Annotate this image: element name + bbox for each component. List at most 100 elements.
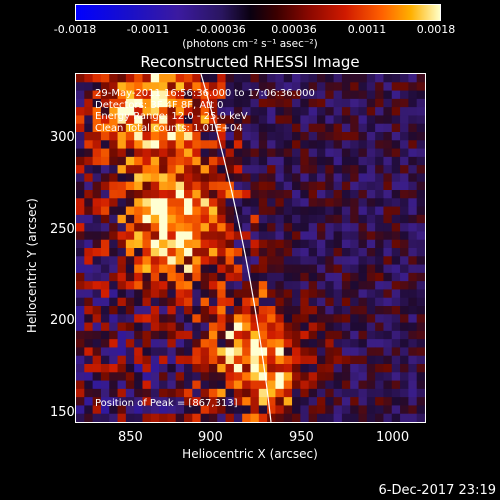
heatmap-cell — [92, 123, 102, 133]
heatmap-cell — [316, 140, 326, 150]
heatmap-cell — [117, 181, 127, 191]
heatmap-cell — [134, 190, 144, 199]
heatmap-cell — [192, 90, 202, 100]
heatmap-cell — [366, 330, 376, 340]
heatmap-cell — [84, 98, 94, 108]
heatmap-cell — [308, 181, 318, 191]
heatmap-cell — [117, 388, 127, 398]
heatmap-cell — [316, 355, 326, 365]
heatmap-cell — [283, 231, 293, 241]
heatmap-cell — [358, 165, 368, 175]
heatmap-cell — [350, 314, 360, 324]
heatmap-cell — [250, 123, 260, 133]
heatmap-cell — [366, 98, 376, 108]
heatmap-cell — [100, 322, 110, 332]
heatmap-cell — [325, 231, 335, 241]
heatmap-cell — [258, 256, 268, 266]
heatmap-cell — [316, 190, 326, 199]
heatmap-cell — [167, 248, 177, 257]
heatmap-cell — [233, 115, 243, 125]
heatmap-cell — [225, 397, 235, 407]
heatmap-cell — [92, 397, 102, 407]
heatmap-cell — [92, 223, 102, 233]
heatmap-cell — [84, 123, 94, 133]
heatmap-cell — [358, 272, 368, 282]
heatmap-cell — [109, 74, 119, 83]
heatmap-cell — [383, 206, 393, 216]
heatmap-cell — [350, 123, 360, 133]
heatmap-cell — [308, 206, 318, 216]
heatmap-cell — [358, 181, 368, 191]
heatmap-cell — [150, 272, 160, 282]
heatmap-cell — [391, 372, 401, 382]
heatmap-cell — [358, 156, 368, 166]
heatmap-cell — [159, 339, 169, 349]
heatmap-cell — [134, 413, 144, 422]
heatmap-cell — [416, 297, 425, 307]
heatmap-cell — [400, 223, 409, 233]
heatmap-cell — [208, 339, 218, 349]
heatmap-cell — [76, 306, 85, 315]
heatmap-cell — [400, 355, 409, 365]
heatmap-cell — [308, 173, 318, 183]
heatmap-cell — [408, 306, 418, 315]
heatmap-cell — [283, 355, 293, 365]
heatmap-cell — [283, 74, 293, 83]
heatmap-cell — [217, 347, 227, 357]
heatmap-cell — [375, 364, 385, 373]
heatmap-cell — [258, 388, 268, 398]
heatmap-cell — [134, 248, 144, 257]
heatmap-cell — [192, 165, 202, 175]
heatmap-cell — [175, 388, 185, 398]
heatmap-cell — [175, 74, 185, 83]
heatmap-cell — [117, 380, 127, 390]
heatmap-cell — [300, 190, 310, 199]
colorbar — [75, 4, 441, 21]
heatmap-cell — [225, 281, 235, 291]
image-plot-area[interactable] — [75, 73, 426, 423]
heatmap-cell — [292, 214, 301, 224]
heatmap-cell — [159, 82, 169, 92]
heatmap-cell — [416, 372, 425, 382]
heatmap-cell — [100, 339, 110, 349]
heatmap-cell — [416, 148, 425, 158]
heatmap-cell — [225, 82, 235, 92]
heatmap-cell — [242, 148, 252, 158]
heatmap-cell — [300, 256, 310, 266]
heatmap-cell — [109, 355, 119, 365]
heatmap-cell — [109, 206, 119, 216]
heatmap-cell — [408, 289, 418, 299]
heatmap-cell — [391, 115, 401, 125]
heatmap-cell — [358, 190, 368, 199]
heatmap-cell — [267, 115, 277, 125]
heatmap-cell — [350, 115, 360, 125]
heatmap-cell — [159, 198, 169, 208]
heatmap-cell — [92, 272, 102, 282]
heatmap-cell — [125, 165, 135, 175]
heatmap-cell — [100, 107, 110, 117]
heatmap-cell — [408, 198, 418, 208]
heatmap-cell — [192, 256, 202, 266]
heatmap-cell — [250, 190, 260, 199]
heatmap-cell — [416, 165, 425, 175]
heatmap-cell — [341, 405, 351, 415]
heatmap-cell — [258, 248, 268, 257]
heatmap-cell — [167, 98, 177, 108]
heatmap-cell — [142, 82, 152, 92]
heatmap-cell — [341, 355, 351, 365]
heatmap-cell — [109, 405, 119, 415]
heatmap-cell — [100, 413, 110, 422]
heatmap-cell — [300, 322, 310, 332]
heatmap-cell — [400, 148, 409, 158]
heatmap-cell — [408, 297, 418, 307]
heatmap-cell — [292, 397, 301, 407]
heatmap-cell — [292, 190, 301, 199]
heatmap-cell — [391, 388, 401, 398]
heatmap-cell — [225, 380, 235, 390]
heatmap-cell — [316, 281, 326, 291]
heatmap-cell — [167, 181, 177, 191]
heatmap-cell — [258, 330, 268, 340]
heatmap-cell — [242, 306, 252, 315]
heatmap-cell — [333, 355, 343, 365]
heatmap-cell — [167, 364, 177, 373]
